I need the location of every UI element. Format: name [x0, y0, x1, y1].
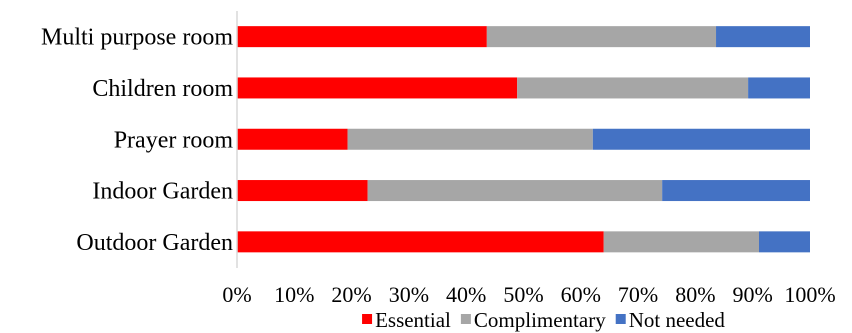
x-axis-tick-labels: 0% 10% 20% 30% 40% 50% 60% 70% 80% 90% 100%: [222, 282, 835, 307]
bar-area: [237, 26, 810, 253]
category-labels: Multi purpose room Children room Prayer ro…: [41, 25, 233, 256]
bar-essential-3: [237, 180, 368, 202]
bar-complimentary-0: [486, 26, 717, 48]
x-tick-label: 0%: [222, 282, 251, 307]
x-tick-label: 30%: [389, 282, 429, 307]
x-tick-label: 70%: [618, 282, 658, 307]
bar-complimentary-4: [603, 231, 760, 253]
legend-swatch-essential: [362, 314, 373, 324]
category-label: Children room: [92, 76, 233, 102]
x-tick-label: 40%: [446, 282, 486, 307]
x-tick-label: 100%: [784, 282, 835, 307]
bar-essential-1: [237, 77, 518, 99]
bar-not-needed-0: [716, 26, 810, 48]
legend-label: Not needed: [629, 308, 726, 332]
x-tick-label: 90%: [733, 282, 773, 307]
legend-label: Essential: [375, 308, 451, 332]
bar-essential-4: [237, 231, 604, 253]
legend-label: Complimentary: [474, 308, 606, 332]
category-label: Multi purpose room: [41, 25, 233, 51]
bar-not-needed-4: [759, 231, 810, 253]
bar-not-needed-3: [662, 180, 810, 202]
x-tick-label: 50%: [503, 282, 543, 307]
category-label: Prayer room: [114, 127, 234, 153]
category-label: Outdoor Garden: [76, 230, 233, 256]
bar-complimentary-2: [347, 128, 593, 150]
x-tick-label: 20%: [331, 282, 371, 307]
category-label: Indoor Garden: [92, 179, 233, 205]
bar-not-needed-1: [748, 77, 810, 99]
legend-swatch-complimentary: [460, 314, 471, 324]
legend-swatch-not-needed: [615, 314, 626, 324]
bar-complimentary-3: [367, 180, 663, 202]
bar-complimentary-1: [517, 77, 749, 99]
x-tick-label: 80%: [675, 282, 715, 307]
x-tick-label: 60%: [561, 282, 601, 307]
bar-essential-2: [237, 128, 348, 150]
x-tick-label: 10%: [274, 282, 314, 307]
bar-essential-0: [237, 26, 487, 48]
legend: Essential Complimentary Not needed: [362, 308, 725, 332]
bar-not-needed-2: [592, 128, 810, 150]
